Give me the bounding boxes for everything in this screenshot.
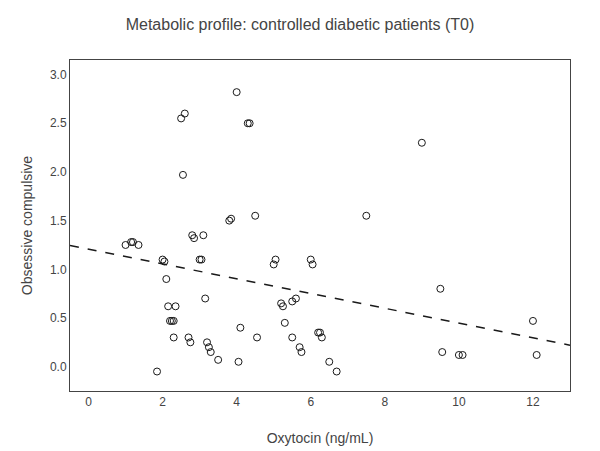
svg-text:6: 6 (307, 395, 314, 409)
svg-text:1.0: 1.0 (50, 263, 67, 277)
svg-text:Obsessive compulsive: Obsessive compulsive (19, 156, 35, 295)
svg-text:1.5: 1.5 (50, 214, 67, 228)
svg-text:3.0: 3.0 (50, 68, 67, 82)
svg-text:8: 8 (381, 395, 388, 409)
svg-text:2.0: 2.0 (50, 165, 67, 179)
svg-text:Oxytocin (ng/mL): Oxytocin (ng/mL) (267, 430, 374, 446)
svg-text:10: 10 (452, 395, 466, 409)
svg-text:Metabolic profile: controlled: Metabolic profile: controlled diabetic p… (126, 16, 475, 33)
svg-text:0.5: 0.5 (50, 311, 67, 325)
svg-text:2: 2 (159, 395, 166, 409)
svg-text:4: 4 (233, 395, 240, 409)
svg-text:2.5: 2.5 (50, 116, 67, 130)
svg-text:12: 12 (526, 395, 540, 409)
svg-text:0.0: 0.0 (50, 360, 67, 374)
svg-text:0: 0 (85, 395, 92, 409)
